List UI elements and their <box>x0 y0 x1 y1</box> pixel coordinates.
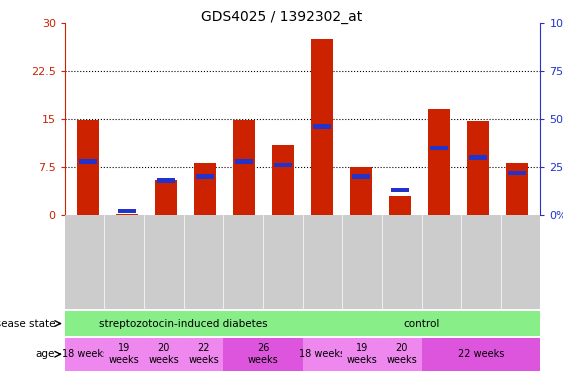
Text: control: control <box>403 318 440 329</box>
Text: 18 weeks: 18 weeks <box>61 349 108 359</box>
Bar <box>422 215 461 309</box>
Bar <box>391 188 409 192</box>
Bar <box>263 215 303 309</box>
Text: 22
weeks: 22 weeks <box>188 343 219 365</box>
Bar <box>501 215 540 309</box>
Text: 26
weeks: 26 weeks <box>248 343 278 365</box>
Bar <box>469 155 487 160</box>
Text: 20
weeks: 20 weeks <box>386 343 417 365</box>
Text: age: age <box>35 349 55 359</box>
Bar <box>196 174 215 179</box>
Bar <box>350 167 372 215</box>
Bar <box>428 109 450 215</box>
Bar <box>352 174 370 179</box>
Bar <box>65 215 104 309</box>
Bar <box>117 214 138 215</box>
Bar <box>194 163 216 215</box>
Bar <box>104 215 144 309</box>
Bar <box>224 215 263 309</box>
Bar <box>235 159 253 164</box>
Bar <box>303 215 342 309</box>
Text: 22 weeks: 22 weeks <box>458 349 504 359</box>
Bar <box>118 209 136 214</box>
Bar <box>78 120 99 215</box>
Bar <box>382 215 422 309</box>
Text: 19
weeks: 19 weeks <box>347 343 377 365</box>
Text: disease state: disease state <box>0 318 55 329</box>
Bar <box>272 145 294 215</box>
Bar <box>461 215 501 309</box>
Text: 20
weeks: 20 weeks <box>149 343 179 365</box>
Text: 18 weeks: 18 weeks <box>300 349 346 359</box>
Bar <box>313 124 331 129</box>
Bar <box>144 215 184 309</box>
Bar <box>184 215 224 309</box>
Bar <box>157 178 175 183</box>
Bar <box>155 180 177 215</box>
Bar <box>342 215 382 309</box>
Bar <box>274 163 292 167</box>
Bar <box>311 39 333 215</box>
Text: 19
weeks: 19 weeks <box>109 343 140 365</box>
Bar <box>508 170 526 175</box>
Bar <box>390 196 411 215</box>
Bar <box>430 146 448 150</box>
Text: streptozotocin-induced diabetes: streptozotocin-induced diabetes <box>99 318 268 329</box>
Bar <box>79 159 97 164</box>
Bar <box>234 120 255 215</box>
Text: GDS4025 / 1392302_at: GDS4025 / 1392302_at <box>201 10 362 23</box>
Bar <box>467 121 489 215</box>
Bar <box>506 163 528 215</box>
